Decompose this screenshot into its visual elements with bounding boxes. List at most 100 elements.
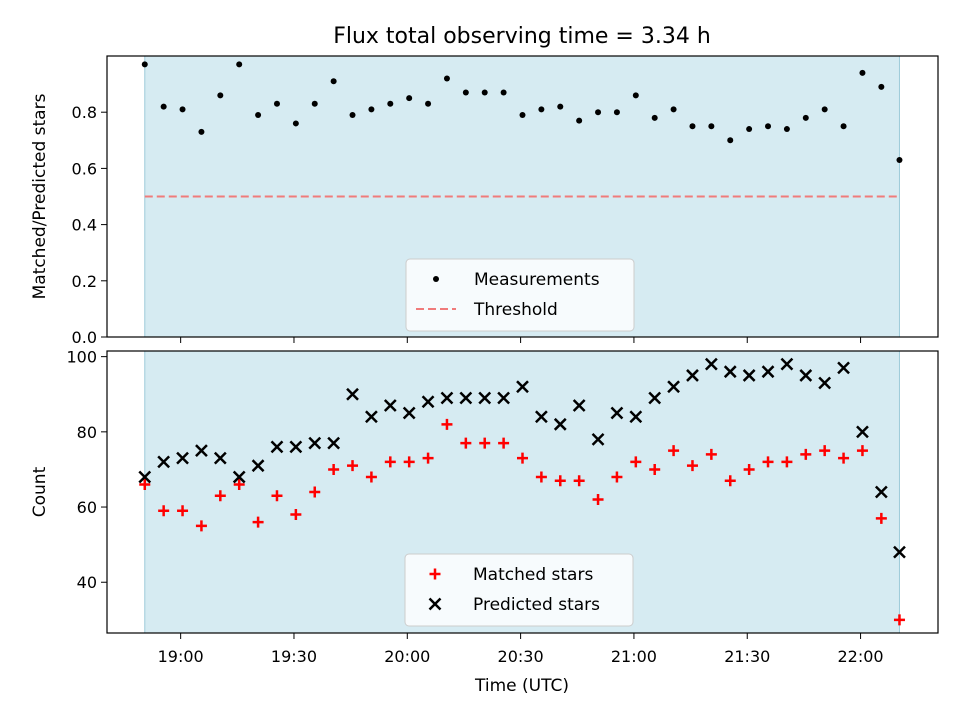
measurement-point [576,117,583,124]
figure-title: Flux total observing time = 3.34 h [333,24,711,49]
measurement-point [727,137,734,144]
matched-stars-point [800,448,812,460]
count-y-tick-label: 40 [77,573,97,592]
predicted-stars-point [232,470,246,484]
legend-measurement-swatch [433,276,439,282]
matched-stars-point [328,463,340,475]
measurement-point [519,112,526,119]
legend-matched-swatch [429,568,441,580]
predicted-stars-point [365,410,378,424]
predicted-stars-point [402,406,416,420]
measurement-point [387,100,394,107]
matched-stars-point [403,456,415,468]
x-tick-label: 22:00 [838,647,884,666]
ratio-y-axis-label: Matched/Predicted stars [30,93,50,299]
matched-stars-point [441,418,453,430]
predicted-stars-point [837,361,850,375]
measurement-point [481,89,488,96]
matched-stars-point [592,494,604,506]
measurement-point [689,123,696,130]
measurement-point [462,89,469,96]
predicted-stars-point [667,380,680,394]
matched-stars-point [365,471,377,483]
matched-stars-point [686,460,698,472]
matched-stars-point [479,437,491,449]
matched-stars-point [158,505,170,517]
measurement-point [708,123,715,130]
matched-stars-point [762,456,774,468]
ratio-panel: 0.0 0.2 0.4 0.6 0.8 Matched/Predicted stars Me… [30,55,939,347]
x-axis-label: Time (UTC) [474,676,569,696]
matched-stars-point [252,516,264,528]
matched-stars-point [347,460,359,472]
measurement-point [311,100,318,107]
predicted-stars-series [138,357,906,559]
measurements-series [141,61,903,163]
measurement-point [179,106,186,113]
matched-stars-point [893,614,905,626]
matched-stars-point [422,452,434,464]
count-legend: Matched stars Predicted stars [404,553,634,627]
predicted-stars-point [383,399,397,412]
x-tick-label: 20:00 [384,647,430,666]
predicted-stars-point [516,380,529,394]
matched-stars-point [233,478,245,490]
predicted-stars-point [327,436,341,450]
matched-stars-point [781,456,793,468]
predicted-stars-point [648,391,662,405]
measurement-point [632,92,639,99]
count-panel: 40 60 80 100 19:00 19:30 20:00 20:30 21:00 21:30 2… [30,348,939,666]
predicted-stars-point [761,365,775,379]
matched-stars-point [668,445,680,457]
legend-predicted-swatch [428,597,442,611]
matched-stars-point [630,456,642,468]
legend-label: Threshold [473,300,558,320]
predicted-stars-point [478,391,492,405]
matched-stars-point [309,486,321,498]
matched-stars-point [875,512,887,524]
predicted-stars-point [270,440,284,454]
count-y-axis-label: Count [30,466,50,517]
matched-stars-point [195,520,207,532]
measurement-point [859,69,866,76]
legend-label: Predicted stars [473,595,600,615]
count-y-tick-label: 100 [66,348,97,367]
matched-stars-point [535,471,547,483]
measurement-point [330,78,337,85]
matched-stars-point [743,463,755,475]
legend-label: Measurements [474,270,600,290]
measurement-point [500,89,507,96]
measurement-point [670,106,677,113]
measurement-point [255,112,262,119]
predicted-stars-point [553,417,567,431]
matched-stars-point [460,437,472,449]
matched-stars-series [139,418,905,626]
predicted-stars-point [289,440,303,454]
ratio-y-tick-label: 0.2 [72,272,97,291]
predicted-stars-point [421,395,435,409]
measurement-point [840,123,847,130]
measurement-point [368,106,375,113]
predicted-stars-point [799,369,813,382]
measurement-point [896,156,903,163]
measurement-point [651,114,658,121]
count-y-tick-label: 80 [77,423,97,442]
matched-stars-point [819,445,831,457]
predicted-stars-point [856,425,869,439]
predicted-stars-point [195,444,208,458]
measurement-point [802,114,809,121]
legend-frame [404,553,634,627]
predicted-stars-point [723,365,737,379]
measurement-point [406,95,413,102]
predicted-stars-point [346,387,359,401]
measurement-point [557,103,564,110]
matched-stars-point [139,478,151,490]
measurement-point [292,120,299,127]
matched-stars-point [271,490,283,502]
measurement-point [538,106,545,113]
predicted-stars-point [497,391,510,405]
ratio-y-tick-label: 0.8 [72,103,97,122]
measurement-point [236,61,243,68]
predicted-stars-point [893,545,906,559]
x-tick-label: 21:30 [724,647,770,666]
